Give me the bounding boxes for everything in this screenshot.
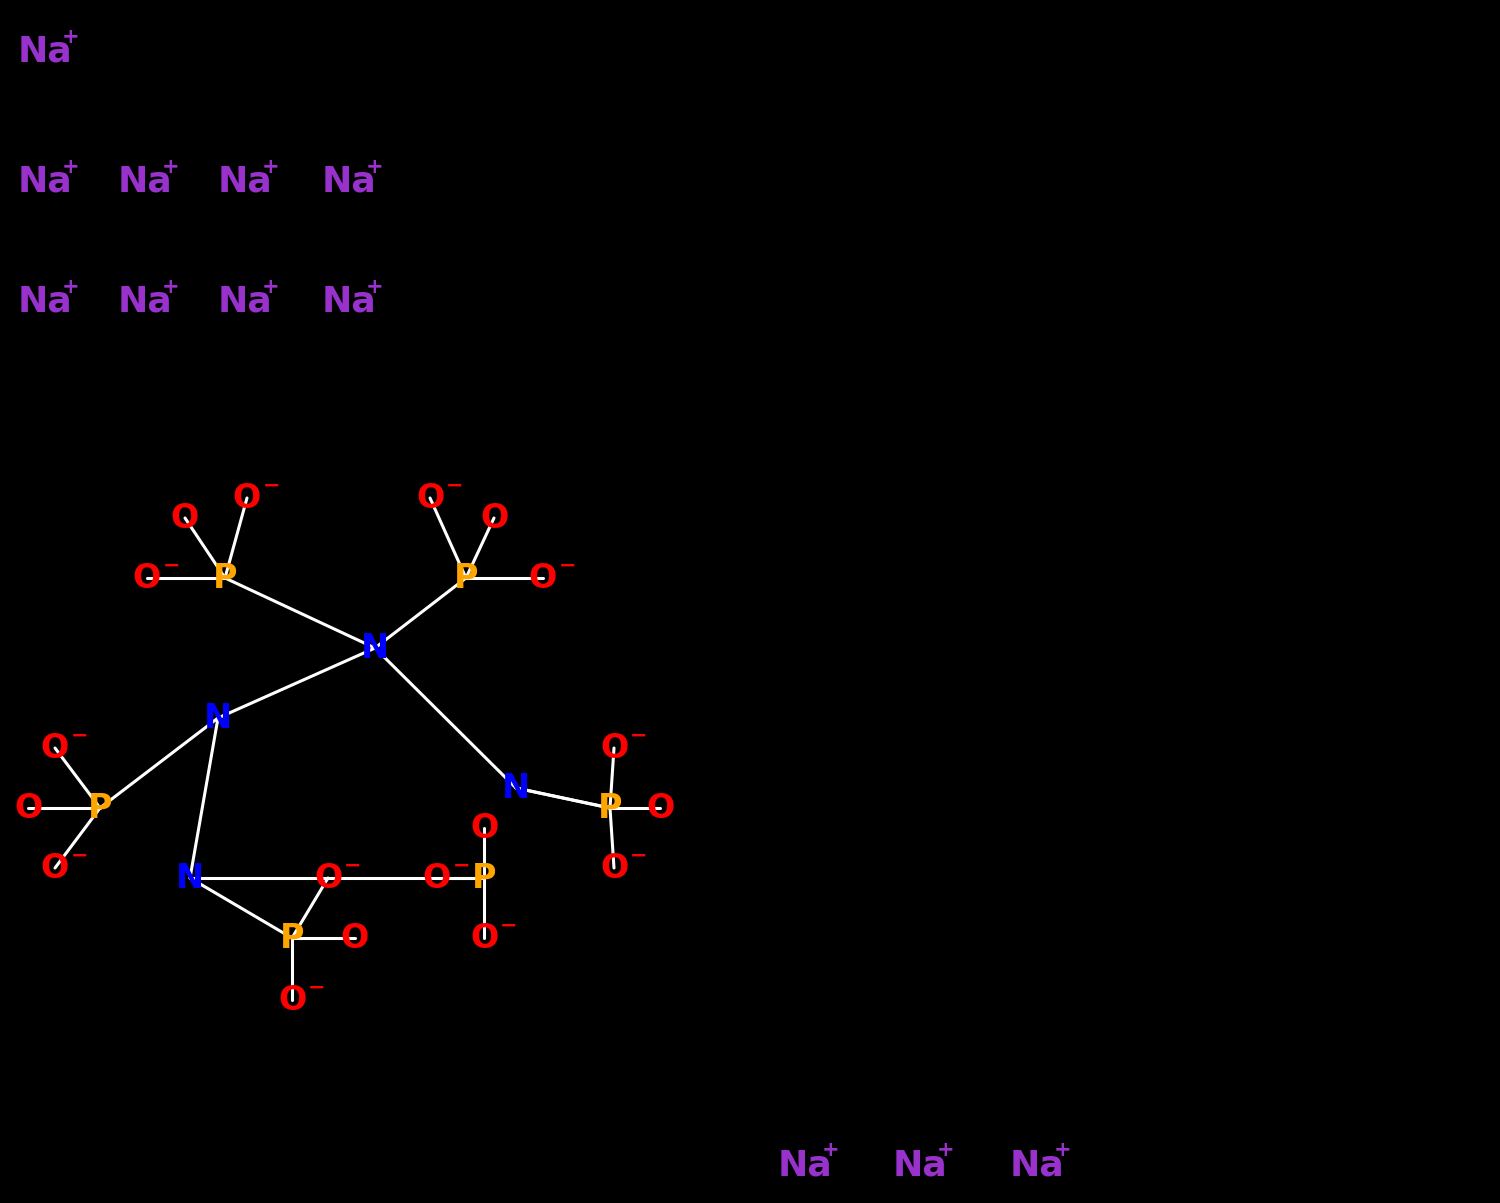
Text: −: − [630,725,648,746]
Text: +: + [262,158,279,177]
Text: O: O [232,481,261,515]
Text: P: P [87,792,112,824]
Text: O: O [530,562,556,594]
Text: Na: Na [217,165,273,198]
Text: Na: Na [1010,1148,1065,1183]
Text: +: + [822,1140,840,1160]
Text: −: − [308,978,326,998]
Text: O: O [480,502,508,534]
Text: Na: Na [118,165,172,198]
Text: O: O [134,562,160,594]
Text: O: O [600,731,628,764]
Text: O: O [600,852,628,884]
Text: +: + [366,277,384,297]
Text: N: N [362,632,388,664]
Text: Na: Na [217,285,273,319]
Text: O: O [13,792,42,824]
Text: O: O [278,984,306,1017]
Text: −: − [70,846,88,866]
Text: −: − [446,476,464,496]
Text: O: O [416,481,444,515]
Text: N: N [503,771,530,805]
Text: O: O [470,812,498,845]
Text: +: + [62,277,80,297]
Text: N: N [176,861,204,895]
Text: +: + [1054,1140,1071,1160]
Text: −: − [630,846,648,866]
Text: −: − [500,915,517,936]
Text: P: P [213,562,237,594]
Text: O: O [646,792,674,824]
Text: −: − [344,857,362,876]
Text: P: P [279,921,304,954]
Text: +: + [62,26,80,47]
Text: Na: Na [322,285,376,319]
Text: Na: Na [322,165,376,198]
Text: O: O [171,502,200,534]
Text: O: O [40,731,69,764]
Text: +: + [262,277,279,297]
Text: O: O [423,861,451,895]
Text: Na: Na [118,285,172,319]
Text: Na: Na [778,1148,832,1183]
Text: O: O [40,852,69,884]
Text: P: P [471,861,496,895]
Text: O: O [314,861,342,895]
Text: +: + [162,158,180,177]
Text: +: + [162,277,180,297]
Text: N: N [204,701,232,735]
Text: +: + [62,158,80,177]
Text: Na: Na [892,1148,948,1183]
Text: +: + [366,158,384,177]
Text: −: − [70,725,88,746]
Text: −: − [453,857,471,876]
Text: P: P [597,792,622,824]
Text: P: P [453,562,478,594]
Text: Na: Na [18,165,72,198]
Text: Na: Na [18,35,72,69]
Text: O: O [340,921,369,954]
Text: +: + [938,1140,954,1160]
Text: O: O [470,921,498,954]
Text: −: − [164,556,180,576]
Text: −: − [560,556,576,576]
Text: Na: Na [18,285,72,319]
Text: −: − [262,476,280,496]
